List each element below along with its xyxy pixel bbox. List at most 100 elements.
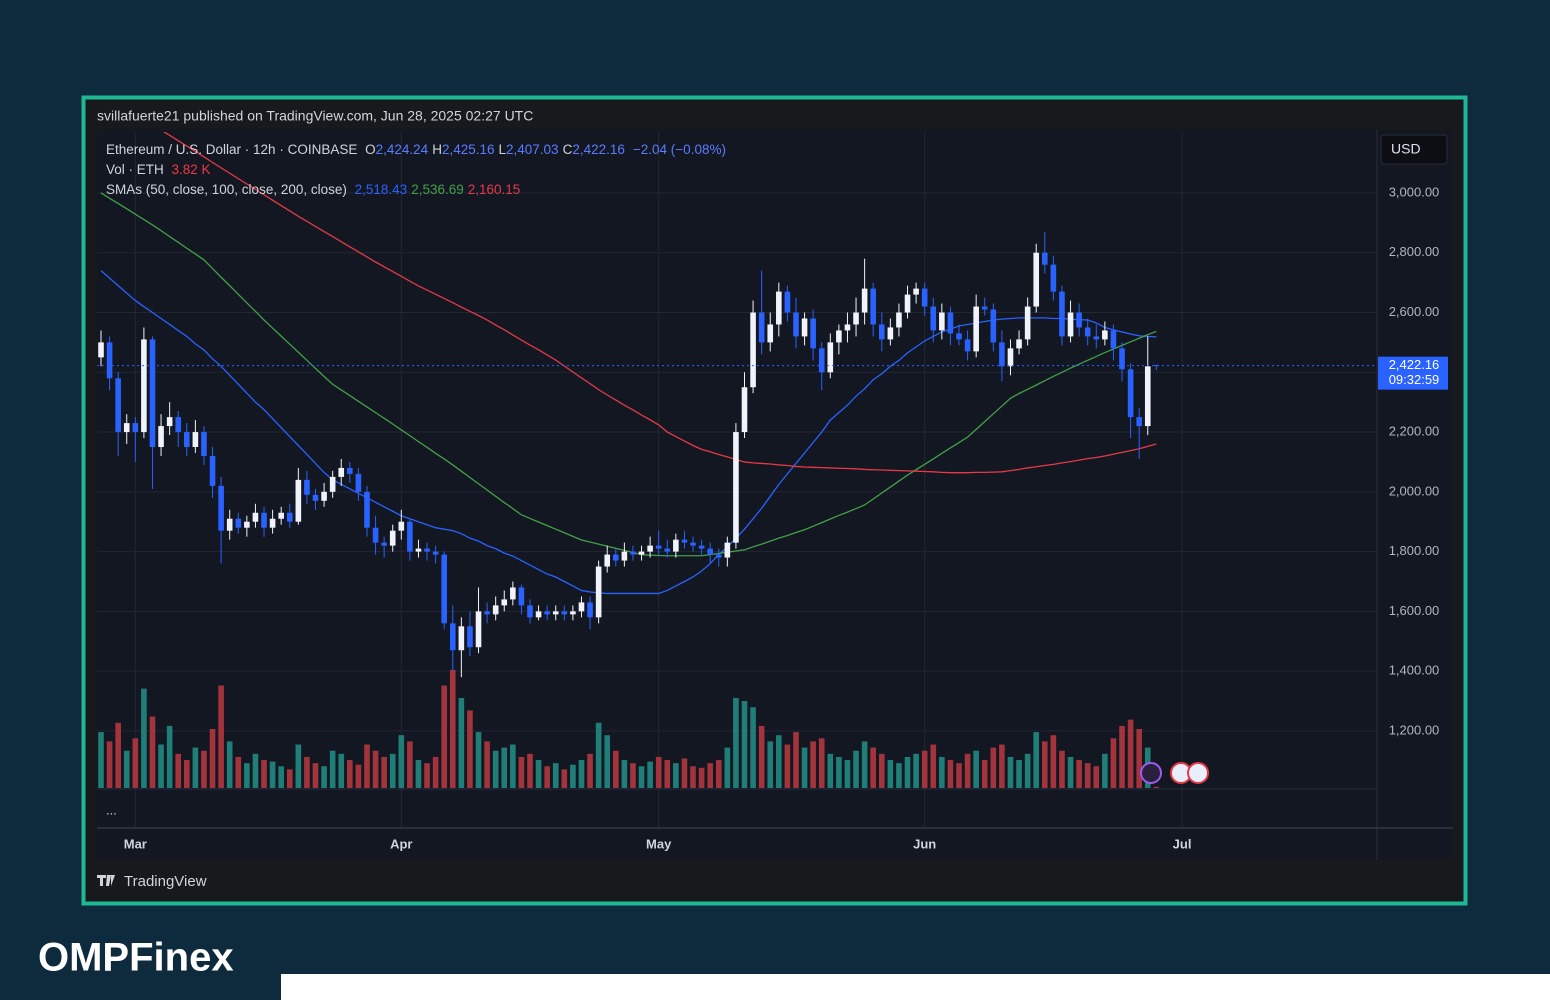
candle-body [321,491,327,501]
volume-bar [1093,766,1100,788]
volume-bar [381,756,387,788]
volume-bar [930,744,937,788]
volume-bar [673,763,679,788]
candle-body [141,339,147,433]
volume-bar [981,760,988,788]
volume-bar [510,744,516,788]
volume-bar [535,760,542,788]
candle-body [621,551,628,561]
candle-body [956,333,962,340]
candle-body [1136,417,1142,427]
candle-body [1016,339,1022,349]
volume-bar [793,732,799,788]
volume-bar [741,701,748,788]
volume-bar [861,741,868,788]
volume-bar [192,747,199,788]
y-tick-label: 1,400.00 [1389,663,1440,678]
candle-body [595,566,602,618]
candle-body [166,417,173,427]
volume-bar [424,763,430,788]
candle-body [458,626,465,651]
candle-body [904,294,911,313]
site-brand: OMPFinex [38,936,234,980]
candle-body [827,342,834,373]
candle-body [887,327,894,340]
volume-bar [312,763,319,788]
candle-body [844,324,851,331]
pane-menu[interactable]: ... [106,802,117,817]
ohlc-key: L [498,142,507,157]
candle-body [389,530,396,546]
sma-line [100,270,1157,595]
volume-bar [758,725,765,788]
candle-body [269,518,276,528]
volume-bar [415,760,422,788]
y-tick-label: 2,800.00 [1389,244,1440,259]
volume-bar [475,732,482,788]
volume-bar [1024,753,1031,788]
candle-body [733,432,739,543]
volume-bar [407,741,413,788]
candle-body [681,539,688,543]
candle-body [818,348,825,373]
volume-bar [467,710,473,788]
volume-bar [484,741,490,788]
volume-bar [784,744,791,788]
volume-bar [853,750,859,788]
candle-body [364,491,370,528]
volume-bar [1127,719,1134,788]
candle-body [372,527,379,543]
candle-body [1144,366,1151,427]
ohlc-value: 2,422.16 [572,142,625,157]
candle-body [913,288,919,295]
volume-bar [501,747,508,788]
volume-bar [458,697,465,788]
candle-body [758,312,765,343]
candle-body [98,342,104,358]
candle-body [381,542,387,546]
y-tick-label: 2,000.00 [1389,483,1440,498]
x-tick-label: Apr [390,836,412,851]
candle-body [492,605,499,615]
event-icon[interactable] [1140,762,1162,784]
candle-body [1033,252,1040,307]
candle-body [106,342,113,379]
candle-body [235,518,242,528]
candle-body [793,312,799,337]
candle-body [921,288,928,307]
volume-bar [561,769,568,788]
change: −2.04 (−0.08%) [632,142,726,157]
candle-body [698,545,705,549]
volume-bar [1084,763,1091,788]
last-price-tag [1378,356,1448,390]
x-tick-label: Jul [1173,836,1192,851]
volume-bar [844,760,851,788]
candle-body [638,551,645,555]
volume-bar [904,756,911,788]
volume-bar [209,729,216,788]
volume-bar [527,753,533,788]
candle-body [278,512,284,519]
candle-body [724,542,731,558]
candle-body [115,378,121,433]
volume-bar [818,738,825,788]
ohlc-key: C [562,142,573,157]
currency-box[interactable] [1380,134,1448,165]
volume-bar [106,741,113,788]
ohlc-value: 2,407.03 [506,142,559,157]
volume-bar [295,744,302,788]
candle-body [707,548,713,555]
candle-body [1084,327,1091,337]
y-tick-label: 3,000.00 [1389,184,1440,199]
candle-body [1093,336,1100,340]
candle-body [1102,330,1108,340]
sma-value: 2,160.15 [467,182,521,197]
volume-bar [226,741,233,788]
volume-bar [939,756,945,788]
candle-body [1153,365,1160,367]
sma-label: SMAs (50, close, 100, close, 200, close) [106,182,347,197]
volume-bar [158,744,164,788]
candle-body [398,521,405,531]
volume-bar [244,763,250,788]
event-icon[interactable] [1187,762,1209,784]
